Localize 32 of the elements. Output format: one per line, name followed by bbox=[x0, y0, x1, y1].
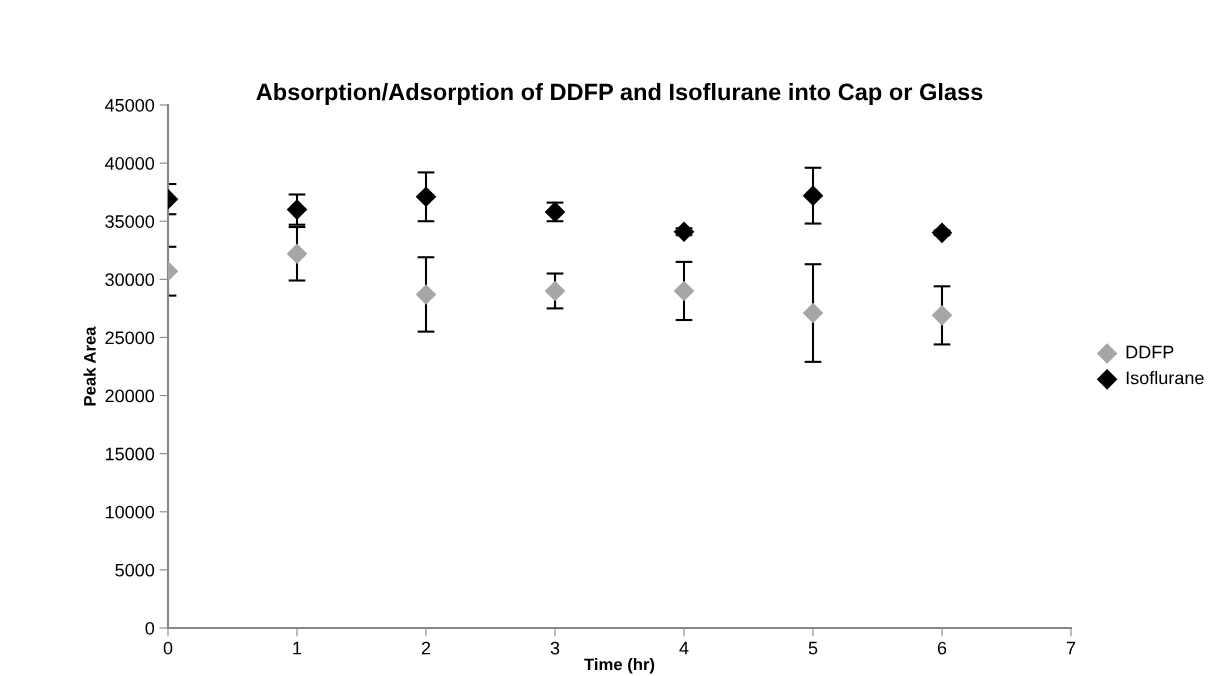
point bbox=[802, 185, 824, 206]
x-tick-label: 4 bbox=[679, 641, 689, 655]
point bbox=[286, 199, 308, 220]
x-tick-label: 3 bbox=[550, 641, 560, 655]
x-tick-label: 7 bbox=[1066, 641, 1076, 655]
x-tick-label: 5 bbox=[808, 641, 818, 655]
legend-label: DDFP bbox=[1126, 345, 1174, 359]
y-tick-label: 35000 bbox=[105, 215, 155, 228]
y-axis-title: Peak Area bbox=[83, 326, 96, 406]
point bbox=[415, 186, 437, 208]
legend-label: Isoflurane bbox=[1126, 371, 1204, 385]
x-axis-title: Time (hr) bbox=[584, 658, 655, 674]
y-tick-label: 25000 bbox=[105, 331, 155, 345]
y-tick-label: 30000 bbox=[105, 273, 155, 287]
point bbox=[673, 280, 695, 302]
point bbox=[931, 305, 953, 326]
point bbox=[802, 302, 824, 324]
y-tick-label: 45000 bbox=[105, 98, 155, 112]
point bbox=[286, 243, 308, 265]
chart-title: Absorption/Adsorption of DDFP and Isoflurane into Cap or Glass bbox=[256, 82, 983, 105]
y-tick-label: 0 bbox=[145, 621, 155, 635]
y-tick-label: 15000 bbox=[105, 447, 155, 461]
x-tick-label: 6 bbox=[937, 641, 947, 655]
x-tick-label: 0 bbox=[163, 641, 173, 655]
point bbox=[415, 284, 437, 305]
y-tick-label: 10000 bbox=[105, 505, 155, 519]
y-tick-label: 40000 bbox=[105, 157, 155, 170]
x-tick-label: 2 bbox=[421, 641, 431, 655]
point bbox=[544, 280, 566, 302]
y-tick-label: 5000 bbox=[115, 563, 155, 577]
y-tick-label: 20000 bbox=[105, 389, 155, 403]
x-tick-label: 1 bbox=[293, 641, 302, 655]
